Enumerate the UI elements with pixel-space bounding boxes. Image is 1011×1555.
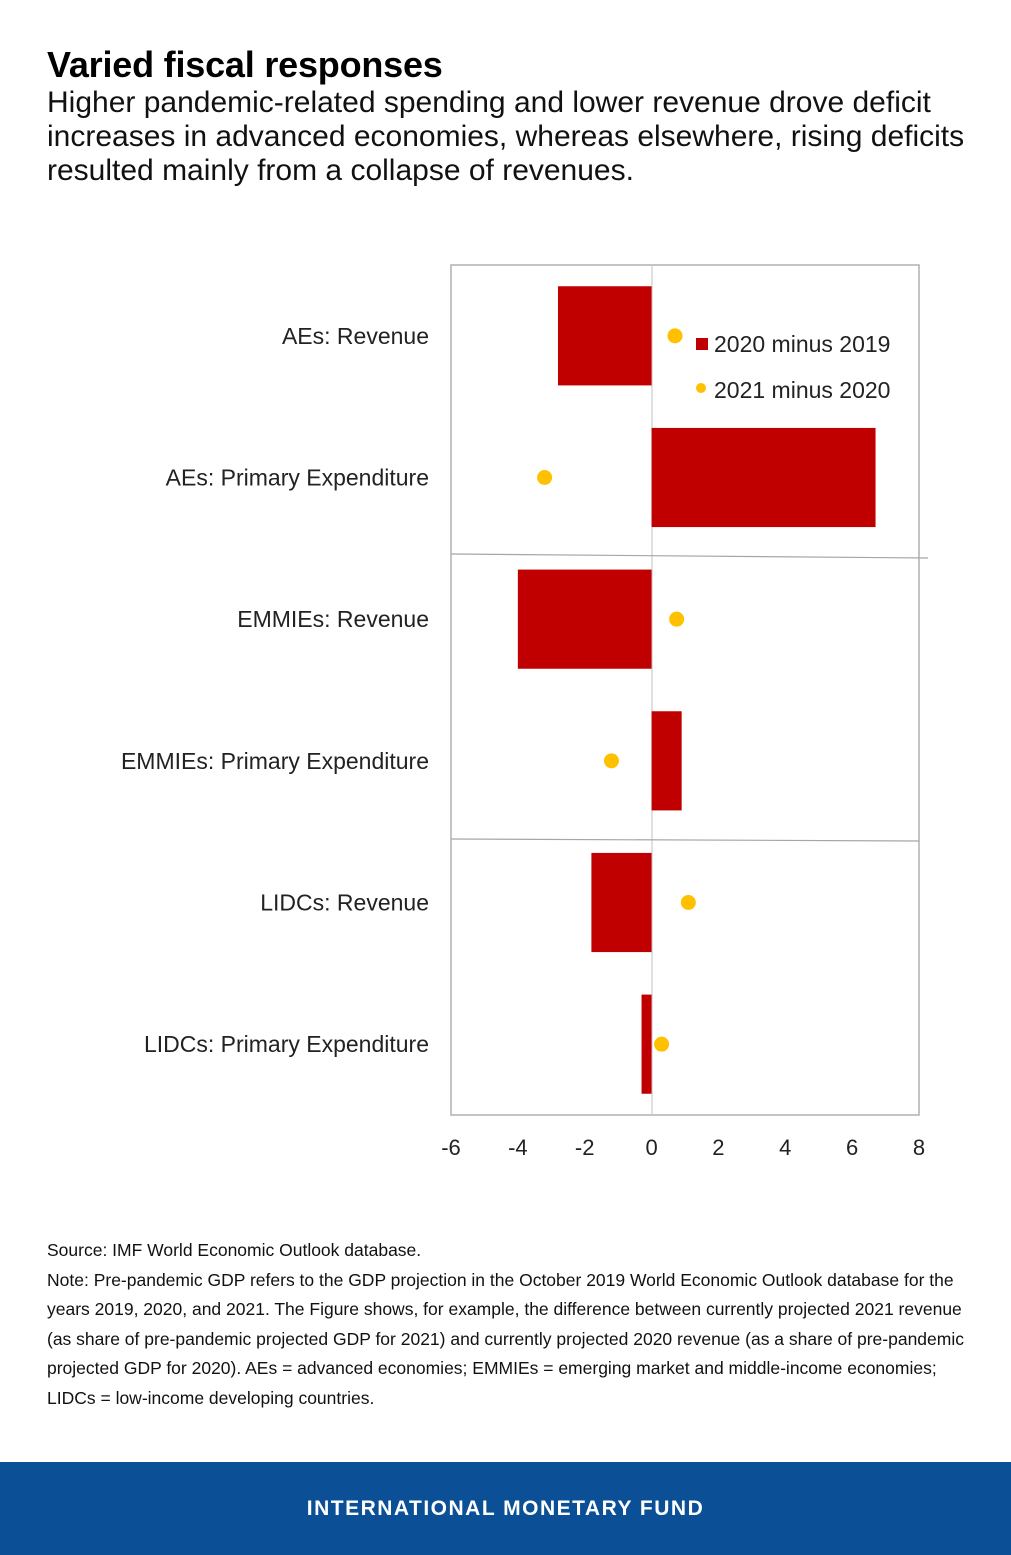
footer-banner: INTERNATIONAL MONETARY FUND xyxy=(0,1462,1011,1555)
chart-notes: Source: IMF World Economic Outlook datab… xyxy=(47,1236,972,1413)
bar-2020-minus-2019 xyxy=(557,286,652,386)
bar-2020-minus-2019 xyxy=(641,994,652,1094)
category-label: EMMIEs: Revenue xyxy=(237,606,429,632)
x-tick-label: 6 xyxy=(846,1135,858,1160)
chart-legend: 2020 minus 2019 2021 minus 2020 xyxy=(696,331,890,403)
dot-2021-minus-2020 xyxy=(680,895,696,910)
x-tick-label: -4 xyxy=(508,1135,528,1160)
footer-label: INTERNATIONAL MONETARY FUND xyxy=(306,1496,705,1520)
bar-2020-minus-2019 xyxy=(651,427,876,528)
category-label: EMMIEs: Primary Expenditure xyxy=(121,748,429,774)
x-tick-label: 2 xyxy=(712,1135,724,1160)
legend-dot-swatch xyxy=(696,383,706,393)
group-divider xyxy=(450,838,920,842)
category-label: AEs: Revenue xyxy=(282,323,429,349)
x-tick-label: 8 xyxy=(913,1135,925,1160)
category-label: AEs: Primary Expenditure xyxy=(166,465,429,491)
legend-bar-swatch xyxy=(696,338,708,350)
bar-2020-minus-2019 xyxy=(591,852,652,953)
fiscal-response-chart: AEs: Revenue AEs: Primary Expenditure EMMI… xyxy=(121,264,929,1160)
bar-2020-minus-2019 xyxy=(651,711,682,811)
dot-2021-minus-2020 xyxy=(537,470,553,485)
x-tick-label: -2 xyxy=(575,1135,595,1160)
x-tick-label: 4 xyxy=(779,1135,791,1160)
category-label: LIDCs: Primary Expenditure xyxy=(144,1031,429,1057)
chart-subtitle: Higher pandemic-related spending and low… xyxy=(47,86,965,187)
methodology-note: Note: Pre-pandemic GDP refers to the GDP… xyxy=(47,1269,964,1408)
x-tick-label: 0 xyxy=(645,1135,657,1160)
legend-dot-label: 2021 minus 2020 xyxy=(714,377,890,403)
category-label: LIDCs: Revenue xyxy=(260,890,429,916)
bar-2020-minus-2019 xyxy=(517,569,652,669)
legend-bar-label: 2020 minus 2019 xyxy=(714,331,890,357)
source-note: Source: IMF World Economic Outlook datab… xyxy=(47,1240,422,1260)
dot-2021-minus-2020 xyxy=(667,328,683,344)
dot-2021-minus-2020 xyxy=(603,753,619,769)
chart-title: Varied fiscal responses xyxy=(47,44,443,85)
dot-2021-minus-2020 xyxy=(654,1036,670,1052)
dot-2021-minus-2020 xyxy=(669,611,685,627)
group-divider xyxy=(450,553,929,559)
x-tick-label: -6 xyxy=(441,1135,461,1160)
plot-frame xyxy=(450,264,920,1116)
